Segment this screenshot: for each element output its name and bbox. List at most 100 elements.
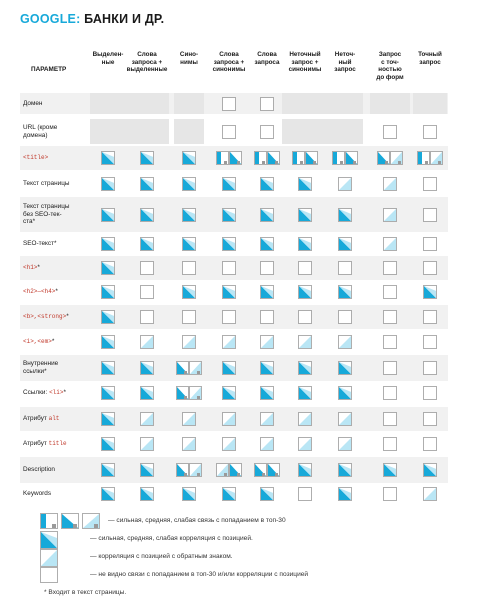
- cell-tri-dark: [101, 335, 115, 349]
- cell-na: [327, 119, 363, 144]
- cell-tri-light: [260, 335, 274, 349]
- cell-tri-dark: [140, 151, 154, 165]
- cell-empty: [222, 261, 236, 275]
- cell-tri-dark: [260, 177, 274, 191]
- cell-na: [370, 93, 410, 114]
- column-header-8: Запрос с точ-ностью до форм: [376, 51, 404, 81]
- column-header-9: Точный запрос: [418, 51, 442, 66]
- cell-tri-dark: [101, 151, 115, 165]
- cell-empty: [383, 412, 397, 426]
- cell-tri-dark: [140, 487, 154, 501]
- table-row: URL (кроме домена): [20, 119, 448, 144]
- cell-bars: [216, 463, 242, 477]
- table-row: <b>,<strong>*: [20, 305, 448, 329]
- column-header-4: Слова запроса + синонимы: [212, 51, 246, 74]
- cell-tri-dark: [101, 310, 115, 324]
- cell-empty: [383, 361, 397, 375]
- cell-tri-dark: [182, 151, 196, 165]
- cell-tri-dark: [101, 437, 115, 451]
- legend-icon-3: [40, 549, 58, 572]
- cell-empty: [383, 124, 397, 139]
- cell-tri-dark: [298, 285, 312, 299]
- cell-empty: [423, 335, 437, 349]
- table-row: Ссылки: <li>*: [20, 381, 448, 405]
- cell-tri-dark: [222, 285, 236, 299]
- table-row: <h1>*: [20, 256, 448, 280]
- cell-na: [90, 119, 126, 144]
- cell-tri-dark: [298, 207, 312, 222]
- cell-tri-dark: [298, 177, 312, 191]
- cell-tri-dark: [338, 386, 352, 400]
- cell-empty: [338, 261, 352, 275]
- cell-tri-dark: [101, 361, 115, 375]
- cell-empty: [260, 310, 274, 324]
- cell-tri-dark: [338, 237, 352, 251]
- param-header: ПАРАМЕТР: [31, 66, 67, 73]
- cell-tri-light: [260, 437, 274, 451]
- cell-empty: [338, 310, 352, 324]
- cell-na: [90, 93, 126, 114]
- cell-tri-dark: [338, 207, 352, 222]
- cell-bars: [216, 151, 242, 165]
- cell-tri-light: [383, 177, 397, 191]
- cell-tri-dark: [222, 207, 236, 222]
- column-header-3: Сино-нимы: [179, 51, 199, 66]
- cell-tri-dark: [338, 285, 352, 299]
- legend-icon-2: [40, 531, 84, 554]
- column-header-1: Выделен-ные: [92, 51, 124, 66]
- cell-empty: [383, 437, 397, 451]
- cell-bars: [176, 386, 202, 400]
- cell-na: [413, 93, 447, 114]
- cell-na: [174, 119, 204, 144]
- row-label: Keywords: [23, 490, 52, 498]
- cell-tri-dark: [338, 361, 352, 375]
- cell-tri-dark: [182, 285, 196, 299]
- cell-tri-dark: [182, 237, 196, 251]
- cell-tri-dark: [140, 177, 154, 191]
- cell-tri-dark: [222, 361, 236, 375]
- legend-text-4: — не видно связи с попаданием в топ-30 и…: [90, 571, 309, 578]
- cell-empty: [140, 310, 154, 324]
- cell-empty: [423, 437, 437, 451]
- cell-tri-dark: [260, 207, 274, 222]
- cell-tri-dark: [383, 463, 397, 477]
- cell-empty: [423, 237, 437, 251]
- cell-tri-light: [140, 412, 154, 426]
- column-header-7: Неточ-ный запрос: [334, 51, 356, 74]
- cell-empty: [423, 361, 437, 375]
- table-row: <title>: [20, 146, 448, 170]
- cell-na: [125, 93, 169, 114]
- column-header-2: Слова запроса + выделенные: [126, 51, 168, 74]
- title-rest: БАНКИ И ДР.: [80, 12, 165, 26]
- cell-tri-dark: [101, 463, 115, 477]
- row-label: <title>: [23, 154, 49, 162]
- cell-tri-dark: [260, 237, 274, 251]
- row-label: URL (кроме домена): [23, 123, 58, 139]
- cell-tri-dark: [260, 386, 274, 400]
- cell-tri-dark: [260, 361, 274, 375]
- cell-empty: [423, 124, 437, 139]
- page-title: GOOGLE: БАНКИ И ДР.: [20, 12, 164, 26]
- cell-empty: [423, 310, 437, 324]
- cell-tri-dark: [298, 386, 312, 400]
- cell-tri-dark: [140, 386, 154, 400]
- cell-empty: [423, 386, 437, 400]
- cell-tri-light: [222, 412, 236, 426]
- legend-text-3: — корреляция с позицией с обратным знако…: [90, 553, 233, 560]
- legend-icon-4: [40, 567, 58, 588]
- cell-tri-light: [140, 437, 154, 451]
- cell-empty: [383, 310, 397, 324]
- cell-tri-light: [140, 335, 154, 349]
- cell-tri-dark: [182, 177, 196, 191]
- cell-tri-dark: [101, 386, 115, 400]
- column-header-5: Слова запроса: [254, 51, 280, 66]
- cell-empty: [182, 310, 196, 324]
- table-row: Keywords: [20, 484, 448, 504]
- cell-tri-dark: [140, 237, 154, 251]
- cell-tri-dark: [222, 487, 236, 501]
- cell-empty: [260, 96, 274, 111]
- cell-bars: [254, 151, 280, 165]
- cell-bars: [417, 151, 443, 165]
- cell-bars: [176, 361, 202, 375]
- row-label: <b>,<strong>*: [23, 313, 69, 321]
